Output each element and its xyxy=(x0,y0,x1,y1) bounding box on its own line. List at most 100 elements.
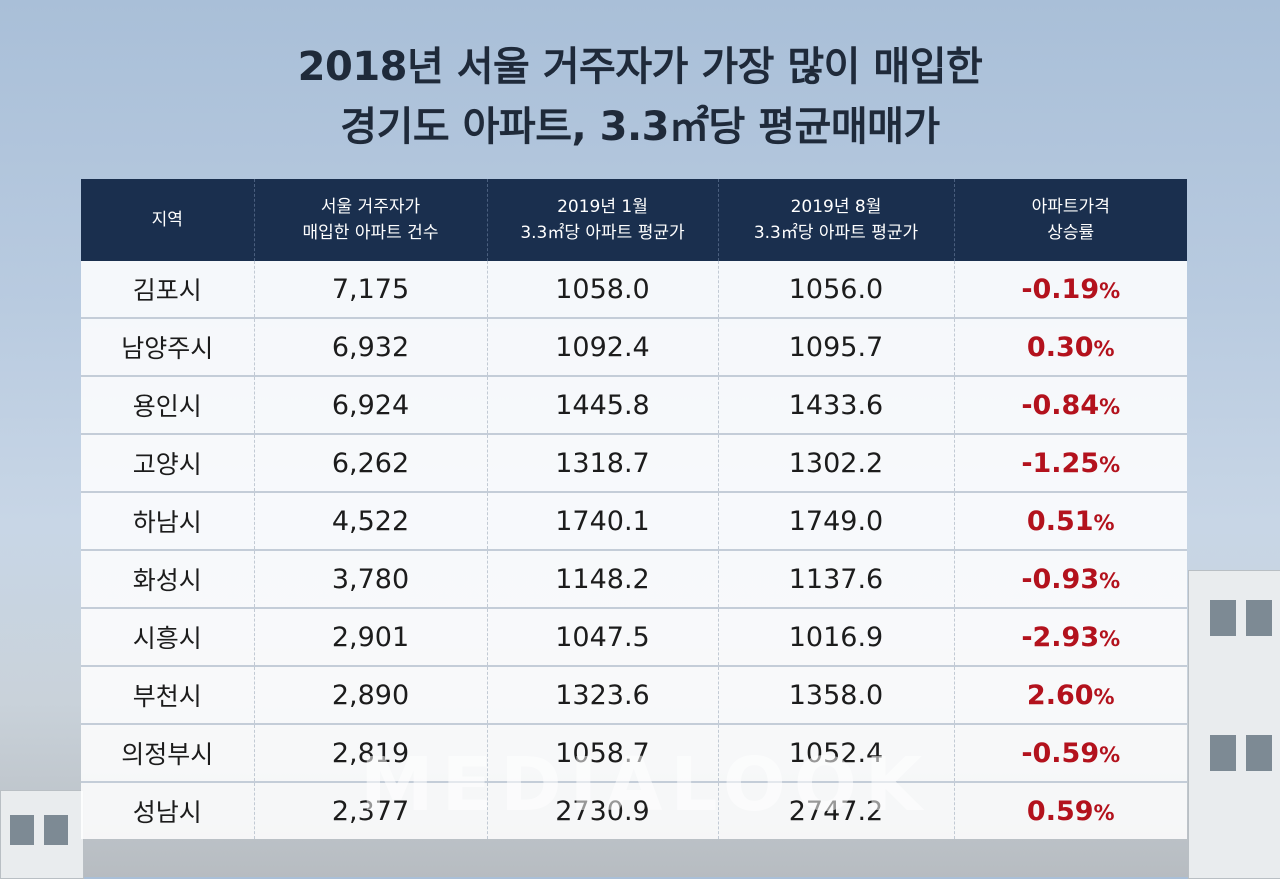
header-region: 지역 xyxy=(81,179,254,261)
page-title-line-2: 경기도 아파트, 3.3㎡당 평균매매가 xyxy=(340,104,940,150)
table-row: 하남시 4,522 1740.1 1749.0 0.51% xyxy=(81,491,1187,550)
background-window xyxy=(1210,600,1236,636)
cell-rate: -0.19% xyxy=(953,261,1187,318)
cell-region: 성남시 xyxy=(81,781,254,839)
cell-count: 2,890 xyxy=(253,665,487,724)
rate-value: -0.19 xyxy=(1021,273,1100,305)
cell-jan-price: 1323.6 xyxy=(486,665,718,724)
watermark-logo: MEDIALOOK xyxy=(360,742,931,828)
cell-count: 6,924 xyxy=(253,375,487,434)
cell-jan-price: 1092.4 xyxy=(486,317,718,376)
cell-jan-price: 1148.2 xyxy=(486,549,718,608)
rate-value: -0.93 xyxy=(1021,563,1100,595)
cell-rate: 0.59% xyxy=(953,781,1187,839)
cell-jan-price: 1058.0 xyxy=(486,261,718,318)
table-row: 의정부시 2,819 1058.7 1052.4 -0.59% xyxy=(81,723,1187,782)
rate-value: -1.25 xyxy=(1021,447,1100,479)
cell-rate: -0.93% xyxy=(953,549,1187,608)
cell-aug-price: 1056.0 xyxy=(717,261,954,318)
table-row: 부천시 2,890 1323.6 1358.0 2.60% xyxy=(81,665,1187,724)
cell-aug-price: 1137.6 xyxy=(717,549,954,608)
table-row: 성남시 2,377 2730.9 2747.2 0.59% xyxy=(81,781,1187,839)
cell-region: 고양시 xyxy=(81,433,254,492)
cell-region: 부천시 xyxy=(81,665,254,724)
cell-count: 2,819 xyxy=(253,723,487,782)
rate-value: 0.30 xyxy=(1026,331,1094,363)
rate-unit: % xyxy=(1099,452,1121,477)
cell-jan-price: 1445.8 xyxy=(486,375,718,434)
rate-value: 2.60 xyxy=(1026,679,1094,711)
cell-rate: 2.60% xyxy=(953,665,1187,724)
header-count-line-2: 매입한 아파트 건수 xyxy=(302,223,439,243)
cell-region: 용인시 xyxy=(81,375,254,434)
cell-count: 4,522 xyxy=(253,491,487,550)
cell-jan-price: 1740.1 xyxy=(486,491,718,550)
rate-unit: % xyxy=(1093,684,1115,709)
rate-unit: % xyxy=(1099,394,1121,419)
cell-aug-price: 1358.0 xyxy=(717,665,954,724)
rate-unit: % xyxy=(1099,742,1121,767)
cell-aug-price: 1052.4 xyxy=(717,723,954,782)
header-count: 서울 거주자가 매입한 아파트 건수 xyxy=(253,179,487,261)
cell-jan-price: 1047.5 xyxy=(486,607,718,666)
rate-unit: % xyxy=(1099,278,1121,303)
cell-count: 3,780 xyxy=(253,549,487,608)
table-row: 화성시 3,780 1148.2 1137.6 -0.93% xyxy=(81,549,1187,608)
cell-aug-price: 1433.6 xyxy=(717,375,954,434)
table-row: 용인시 6,924 1445.8 1433.6 -0.84% xyxy=(81,375,1187,434)
cell-region: 의정부시 xyxy=(81,723,254,782)
rate-value: 0.51 xyxy=(1026,505,1094,537)
header-aug-line-1: 2019년 8월 xyxy=(790,197,882,217)
cell-count: 6,932 xyxy=(253,317,487,376)
background-window xyxy=(1246,600,1272,636)
header-jan-line-1: 2019년 1월 xyxy=(557,197,648,217)
cell-region: 화성시 xyxy=(81,549,254,608)
cell-region: 하남시 xyxy=(81,491,254,550)
cell-rate: -0.59% xyxy=(953,723,1187,782)
cell-aug-price: 1095.7 xyxy=(717,317,954,376)
cell-jan-price: 2730.9 xyxy=(486,781,718,839)
cell-aug-price: 1302.2 xyxy=(717,433,954,492)
cell-jan-price: 1318.7 xyxy=(486,433,718,492)
table-row: 김포시 7,175 1058.0 1056.0 -0.19% xyxy=(81,261,1187,318)
rate-unit: % xyxy=(1093,336,1115,361)
header-aug-line-2: 3.3㎡당 아파트 평균가 xyxy=(753,223,919,243)
rate-value: -0.59 xyxy=(1021,737,1100,769)
cell-rate: -1.25% xyxy=(953,433,1187,492)
cell-count: 6,262 xyxy=(253,433,487,492)
cell-rate: 0.51% xyxy=(953,491,1187,550)
cell-count: 7,175 xyxy=(253,261,487,318)
table-header-row: 지역 서울 거주자가 매입한 아파트 건수 2019년 1월 3.3㎡당 아파트… xyxy=(81,179,1187,261)
table-row: 남양주시 6,932 1092.4 1095.7 0.30% xyxy=(81,317,1187,376)
rate-unit: % xyxy=(1093,800,1115,825)
background-window xyxy=(1210,735,1236,771)
cell-aug-price: 1749.0 xyxy=(717,491,954,550)
cell-count: 2,901 xyxy=(253,607,487,666)
header-jan-line-2: 3.3㎡당 아파트 평균가 xyxy=(520,223,685,243)
cell-rate: -0.84% xyxy=(953,375,1187,434)
table-row: 고양시 6,262 1318.7 1302.2 -1.25% xyxy=(81,433,1187,492)
rate-unit: % xyxy=(1099,626,1121,651)
cell-region: 남양주시 xyxy=(81,317,254,376)
cell-rate: -2.93% xyxy=(953,607,1187,666)
header-jan-price: 2019년 1월 3.3㎡당 아파트 평균가 xyxy=(486,179,718,261)
rate-unit: % xyxy=(1099,568,1121,593)
header-count-line-1: 서울 거주자가 xyxy=(320,197,421,217)
cell-region: 김포시 xyxy=(81,261,254,318)
table-row: 시흥시 2,901 1047.5 1016.9 -2.93% xyxy=(81,607,1187,666)
rate-value: -0.84 xyxy=(1021,389,1100,421)
rate-value: -2.93 xyxy=(1021,621,1100,653)
price-table: 지역 서울 거주자가 매입한 아파트 건수 2019년 1월 3.3㎡당 아파트… xyxy=(81,179,1187,839)
cell-aug-price: 1016.9 xyxy=(717,607,954,666)
cell-aug-price: 2747.2 xyxy=(717,781,954,839)
rate-value: 0.59 xyxy=(1026,795,1094,827)
page-title-line-1: 2018년 서울 거주자가 가장 많이 매입한 xyxy=(297,44,983,90)
header-rate-line-1: 아파트가격 xyxy=(1031,197,1110,217)
cell-jan-price: 1058.7 xyxy=(486,723,718,782)
rate-unit: % xyxy=(1093,510,1115,535)
cell-region: 시흥시 xyxy=(81,607,254,666)
cell-rate: 0.30% xyxy=(953,317,1187,376)
background-window xyxy=(44,815,68,845)
cell-count: 2,377 xyxy=(253,781,487,839)
background-window xyxy=(10,815,34,845)
